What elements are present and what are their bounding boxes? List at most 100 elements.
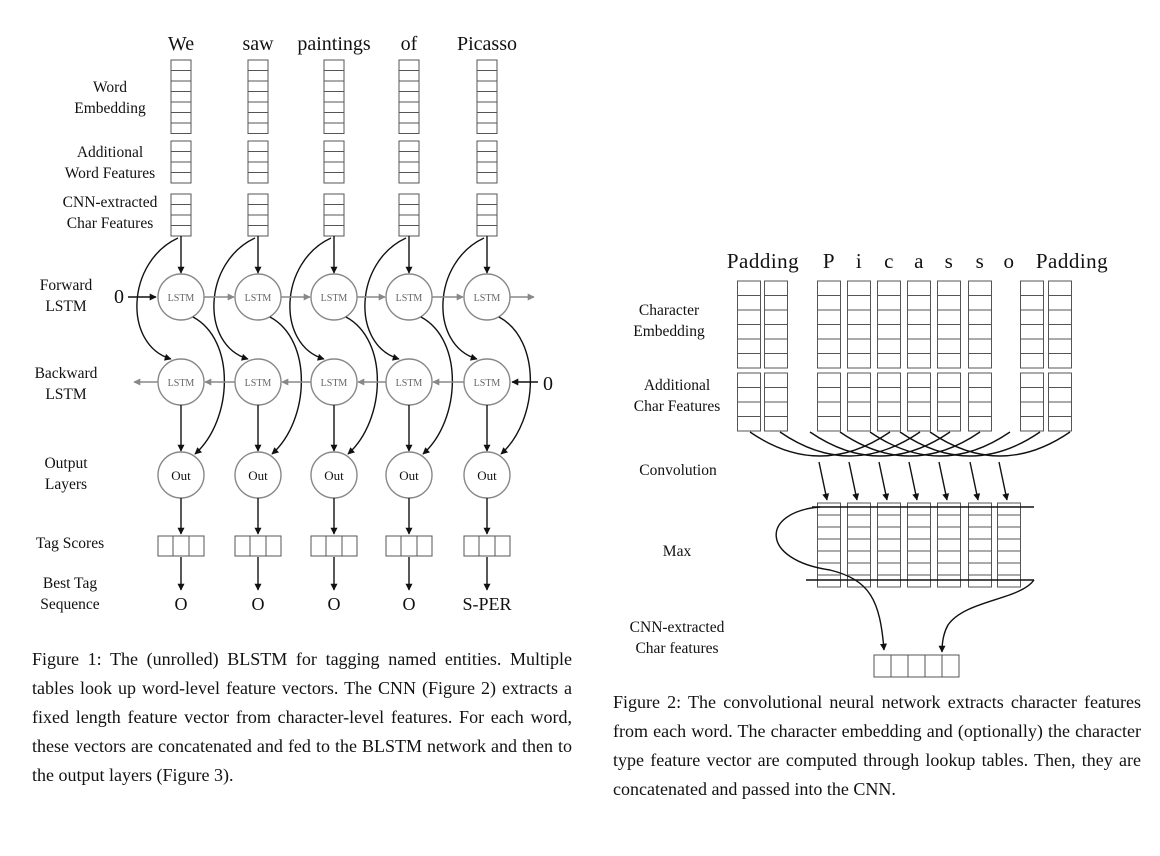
backward-lstm-label: LSTM bbox=[321, 378, 348, 389]
label-forward-lstm: LSTM bbox=[45, 298, 87, 315]
output-layer-label: Out bbox=[399, 468, 419, 483]
word-token: paintings bbox=[297, 33, 371, 55]
input-to-backward-curve bbox=[442, 237, 485, 361]
label-additional-word-features: Additional bbox=[77, 144, 143, 161]
convolution-feature-map bbox=[877, 502, 901, 588]
tag-scores-vector bbox=[157, 535, 205, 557]
backward-lstm-label: LSTM bbox=[168, 378, 195, 389]
label-best-tag-sequence: Sequence bbox=[40, 596, 100, 613]
input-to-backward-curve bbox=[289, 237, 332, 361]
backward-lstm-label: LSTM bbox=[245, 378, 272, 389]
output-layer-label: Out bbox=[171, 468, 191, 483]
word-token: of bbox=[401, 33, 418, 55]
convolution-window-arc bbox=[929, 431, 1071, 457]
word-embedding-vector bbox=[170, 59, 192, 134]
label-character-embedding: Embedding bbox=[633, 323, 705, 340]
word-token: saw bbox=[242, 33, 274, 55]
best-tag: O bbox=[403, 594, 416, 614]
word-token: Picasso bbox=[457, 33, 517, 55]
label-cnn-extracted-char-features: CNN-extracted bbox=[630, 619, 725, 636]
convolution-output-arrow bbox=[998, 461, 1010, 501]
character-column-label: i bbox=[856, 249, 862, 273]
backward-lstm-label: LSTM bbox=[396, 378, 423, 389]
figure-1-caption: Figure 1: The (unrolled) BLSTM for taggi… bbox=[32, 649, 572, 785]
best-tag: O bbox=[328, 594, 341, 614]
tag-scores-vector bbox=[234, 535, 282, 557]
convolution-feature-map bbox=[907, 502, 931, 588]
input-to-backward-curve bbox=[213, 237, 256, 361]
label-additional-word-features: Word Features bbox=[65, 165, 155, 182]
forward-to-output-curve bbox=[498, 316, 532, 455]
label-tag-scores: Tag Scores bbox=[36, 535, 104, 552]
output-layer-label: Out bbox=[324, 468, 344, 483]
character-column-label: Padding bbox=[1036, 249, 1108, 273]
convolution-output-arrow bbox=[848, 461, 860, 501]
tag-scores-vector bbox=[385, 535, 433, 557]
label-additional-char-features: Char Features bbox=[634, 398, 721, 415]
label-output-layers: Output bbox=[44, 455, 88, 472]
forward-lstm-label: LSTM bbox=[245, 293, 272, 304]
figure-1-blstm: We saw paintings of Picasso Word Embedding Addi… bbox=[35, 33, 553, 614]
convolution-feature-map bbox=[997, 502, 1021, 588]
forward-lstm-label: LSTM bbox=[168, 293, 195, 304]
label-additional-char-features: Additional bbox=[644, 377, 710, 394]
best-tag: O bbox=[252, 594, 265, 614]
convolution-feature-map bbox=[937, 502, 961, 588]
label-cnn-extracted-char-features: Char Features bbox=[67, 215, 154, 232]
character-column-label: s bbox=[945, 249, 954, 273]
best-tag: S-PER bbox=[462, 594, 511, 614]
label-cnn-extracted-char-features: Char features bbox=[635, 640, 718, 657]
convolution-output-arrow bbox=[908, 461, 920, 501]
output-layer-label: Out bbox=[248, 468, 268, 483]
character-column-label: Padding bbox=[727, 249, 799, 273]
convolution-feature-map bbox=[847, 502, 871, 588]
max-pool-curve-right bbox=[938, 579, 1035, 653]
backward-lstm-label: LSTM bbox=[474, 378, 501, 389]
forward-lstm-label: LSTM bbox=[321, 293, 348, 304]
convolution-feature-map bbox=[817, 502, 841, 588]
label-backward-lstm: LSTM bbox=[45, 386, 87, 403]
convolution-window-arc bbox=[869, 431, 1011, 457]
label-word-embedding: Word bbox=[93, 79, 127, 96]
word-embedding-vector bbox=[398, 59, 420, 134]
tag-scores-vector bbox=[310, 535, 358, 557]
character-column-label: c bbox=[884, 249, 894, 273]
input-to-backward-curve bbox=[136, 237, 179, 361]
label-convolution: Convolution bbox=[639, 462, 717, 479]
label-backward-lstm: Backward bbox=[35, 365, 98, 382]
tag-scores-vector bbox=[463, 535, 511, 557]
character-column-label: P bbox=[823, 249, 835, 273]
convolution-window-arc bbox=[899, 431, 1041, 457]
input-to-backward-curve bbox=[364, 237, 407, 361]
character-column-label: s bbox=[976, 249, 985, 273]
word-embedding-vector bbox=[323, 59, 345, 134]
figure-2-caption: Figure 2: The convolutional neural netwo… bbox=[613, 692, 1141, 799]
max-pool-curve-left bbox=[775, 506, 887, 651]
forward-initial-state: 0 bbox=[114, 286, 124, 308]
label-best-tag-sequence: Best Tag bbox=[43, 575, 97, 592]
convolution-output-arrow bbox=[878, 461, 890, 501]
convolution-output-arrow bbox=[818, 461, 830, 501]
backward-initial-state: 0 bbox=[543, 373, 553, 395]
cnn-char-feature-vector bbox=[873, 654, 960, 678]
label-output-layers: Layers bbox=[45, 476, 87, 493]
word-embedding-vector bbox=[476, 59, 498, 134]
character-column-label: a bbox=[914, 249, 924, 273]
character-column-label: o bbox=[1004, 249, 1015, 273]
forward-lstm-label: LSTM bbox=[474, 293, 501, 304]
label-forward-lstm: Forward bbox=[40, 277, 93, 294]
convolution-output-arrow bbox=[969, 461, 981, 501]
convolution-window-arc bbox=[749, 431, 891, 457]
convolution-output-arrow bbox=[938, 461, 950, 501]
convolution-window-arc bbox=[779, 431, 921, 457]
label-word-embedding: Embedding bbox=[74, 100, 146, 117]
convolution-feature-map bbox=[968, 502, 992, 588]
convolution-window-arc bbox=[809, 431, 951, 457]
label-character-embedding: Character bbox=[639, 302, 700, 319]
output-layer-label: Out bbox=[477, 468, 497, 483]
word-token: We bbox=[168, 33, 194, 55]
forward-lstm-label: LSTM bbox=[396, 293, 423, 304]
label-cnn-extracted-char-features: CNN-extracted bbox=[63, 194, 158, 211]
